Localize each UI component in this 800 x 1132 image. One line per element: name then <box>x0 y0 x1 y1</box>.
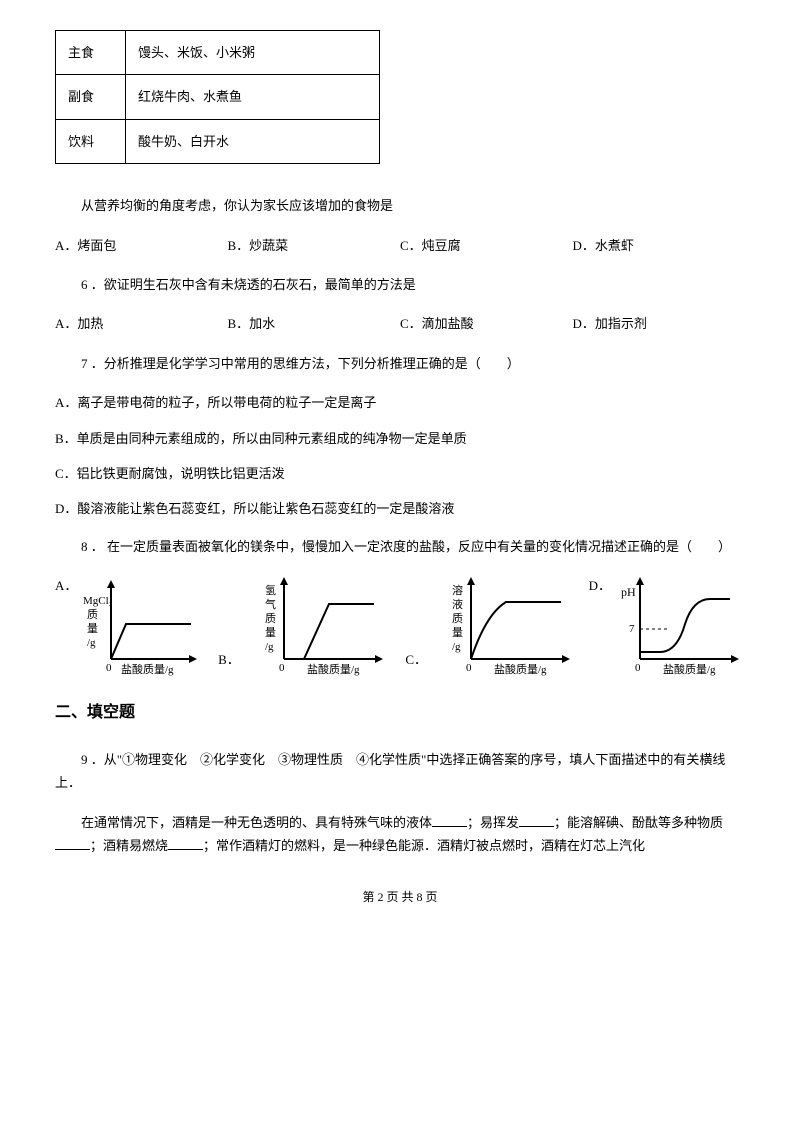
table-row: 饮料 酸牛奶、白开水 <box>56 119 380 163</box>
option-b: B．加水 <box>228 312 401 335</box>
svg-text:质: 质 <box>87 608 98 621</box>
option-c: C．炖豆腐 <box>400 234 573 257</box>
svg-text:量: 量 <box>265 626 276 639</box>
svg-text:MgCl₂: MgCl₂ <box>83 595 113 607</box>
q5-prompt: 从营养均衡的角度考虑，你认为家长应该增加的食物是 <box>55 194 745 217</box>
option-c-label: C． <box>405 648 427 679</box>
svg-text:溶: 溶 <box>452 583 463 597</box>
option-b: B．炒蔬菜 <box>228 234 401 257</box>
svg-text:盐酸质量/g: 盐酸质量/g <box>663 662 716 676</box>
blank-field[interactable] <box>55 837 90 850</box>
svg-text:盐酸质量/g: 盐酸质量/g <box>494 662 547 676</box>
chart-a-svg: MgCl₂ 质 量 /g 0 盐酸质量/g <box>81 574 201 679</box>
q9-line2: 在通常情况下，酒精是一种无色透明的、具有特殊气味的液体 ；易挥发 ；能溶解碘、酚酞等… <box>55 811 745 858</box>
svg-text:0: 0 <box>279 662 285 674</box>
q9-text-2: ；易挥发 <box>467 815 519 830</box>
q5-options: A．烤面包 B．炒蔬菜 C．炖豆腐 D．水煮虾 <box>55 234 745 257</box>
option-d: D．加指示剂 <box>573 312 746 335</box>
table-row: 副食 红烧牛肉、水煮鱼 <box>56 75 380 119</box>
chart-b: 氢 气 质 量 /g 0 盐酸质量/g <box>259 574 389 679</box>
q6-options: A．加热 B．加水 C．滴加盐酸 D．加指示剂 <box>55 312 745 335</box>
chart-b-svg: 氢 气 质 量 /g 0 盐酸质量/g <box>259 574 389 679</box>
table-cell: 馒头、米饭、小米粥 <box>126 31 380 75</box>
svg-text:0: 0 <box>635 662 641 674</box>
option-a-label: A． <box>55 574 77 597</box>
svg-text:量: 量 <box>452 626 463 639</box>
q7-options: A．离子是带电荷的粒子，所以带电荷的粒子一定是离子 B．单质是由同种元素组成的，… <box>55 391 745 521</box>
table-cell: 主食 <box>56 31 126 75</box>
svg-text:液: 液 <box>452 597 463 611</box>
chart-d-svg: pH 7 0 盐酸质量/g <box>615 574 745 679</box>
q7-prompt: 7 ．分析推理是化学学习中常用的思维方法，下列分析推理正确的是（ ） <box>55 352 745 375</box>
option-c: C．铝比铁更耐腐蚀，说明铁比铝更活泼 <box>55 462 745 485</box>
svg-text:氢: 氢 <box>265 583 276 597</box>
table-cell: 酸牛奶、白开水 <box>126 119 380 163</box>
section-2-title: 二、填空题 <box>55 699 745 728</box>
svg-text:/g: /g <box>265 641 274 653</box>
q9-text-4: ；酒精易燃烧 <box>90 838 168 853</box>
svg-text:7: 7 <box>629 623 635 635</box>
svg-text:气: 气 <box>265 597 276 611</box>
q9-text-1: 在通常情况下，酒精是一种无色透明的、具有特殊气味的液体 <box>81 815 432 830</box>
svg-text:0: 0 <box>466 662 472 674</box>
svg-text:盐酸质量/g: 盐酸质量/g <box>307 662 360 676</box>
option-c: C．滴加盐酸 <box>400 312 573 335</box>
svg-text:0: 0 <box>106 662 112 674</box>
chart-c: 溶 液 质 量 /g 0 盐酸质量/g <box>446 574 576 679</box>
q9-prompt: 9 ．从"①物理变化 ②化学变化 ③物理性质 ④化学性质"中选择正确答案的序号，… <box>55 748 745 795</box>
option-d: D．水煮虾 <box>573 234 746 257</box>
option-a: A．离子是带电荷的粒子，所以带电荷的粒子一定是离子 <box>55 391 745 414</box>
option-b: B．单质是由同种元素组成的，所以由同种元素组成的纯净物一定是单质 <box>55 427 745 450</box>
blank-field[interactable] <box>519 814 554 827</box>
table-cell: 饮料 <box>56 119 126 163</box>
q6-prompt: 6 ．欲证明生石灰中含有未烧透的石灰石，最简单的方法是 <box>55 273 745 296</box>
option-d-label: D． <box>589 574 611 597</box>
blank-field[interactable] <box>432 814 467 827</box>
svg-text:/g: /g <box>452 641 461 653</box>
option-a: A．烤面包 <box>55 234 228 257</box>
svg-text:质: 质 <box>265 612 276 625</box>
q9-text-5: ；常作酒精灯的燃料，是一种绿色能源．酒精灯被点燃时，酒精在灯芯上汽化 <box>203 838 645 853</box>
q8-prompt: 8 ． 在一定质量表面被氧化的镁条中，慢慢加入一定浓度的盐酸，反应中有关量的变化… <box>55 535 745 558</box>
chart-c-svg: 溶 液 质 量 /g 0 盐酸质量/g <box>446 574 576 679</box>
q9-text-3: ；能溶解碘、酚酞等多种物质 <box>554 815 723 830</box>
option-a: A．加热 <box>55 312 228 335</box>
q8: 8 ． 在一定质量表面被氧化的镁条中，慢慢加入一定浓度的盐酸，反应中有关量的变化… <box>55 535 745 558</box>
blank-field[interactable] <box>168 837 203 850</box>
svg-text:pH: pH <box>621 585 636 599</box>
menu-table: 主食 馒头、米饭、小米粥 副食 红烧牛肉、水煮鱼 饮料 酸牛奶、白开水 <box>55 30 380 164</box>
svg-text:质: 质 <box>452 612 463 625</box>
page-footer: 第 2 页 共 8 页 <box>55 887 745 909</box>
svg-text:量: 量 <box>87 622 98 635</box>
svg-text:/g: /g <box>87 637 96 649</box>
chart-d: D． pH 7 0 盐酸质量/g <box>589 574 745 679</box>
option-d: D．酸溶液能让紫色石蕊变红，所以能让紫色石蕊变红的一定是酸溶液 <box>55 497 745 520</box>
option-b-label: B． <box>218 648 240 679</box>
table-row: 主食 馒头、米饭、小米粥 <box>56 31 380 75</box>
svg-text:盐酸质量/g: 盐酸质量/g <box>121 662 174 676</box>
chart-a: A． MgCl₂ 质 量 /g 0 盐酸质量/g <box>55 574 201 679</box>
table-cell: 副食 <box>56 75 126 119</box>
table-cell: 红烧牛肉、水煮鱼 <box>126 75 380 119</box>
q8-charts: A． MgCl₂ 质 量 /g 0 盐酸质量/g B． 氢 气 质 量 /g <box>55 574 745 679</box>
